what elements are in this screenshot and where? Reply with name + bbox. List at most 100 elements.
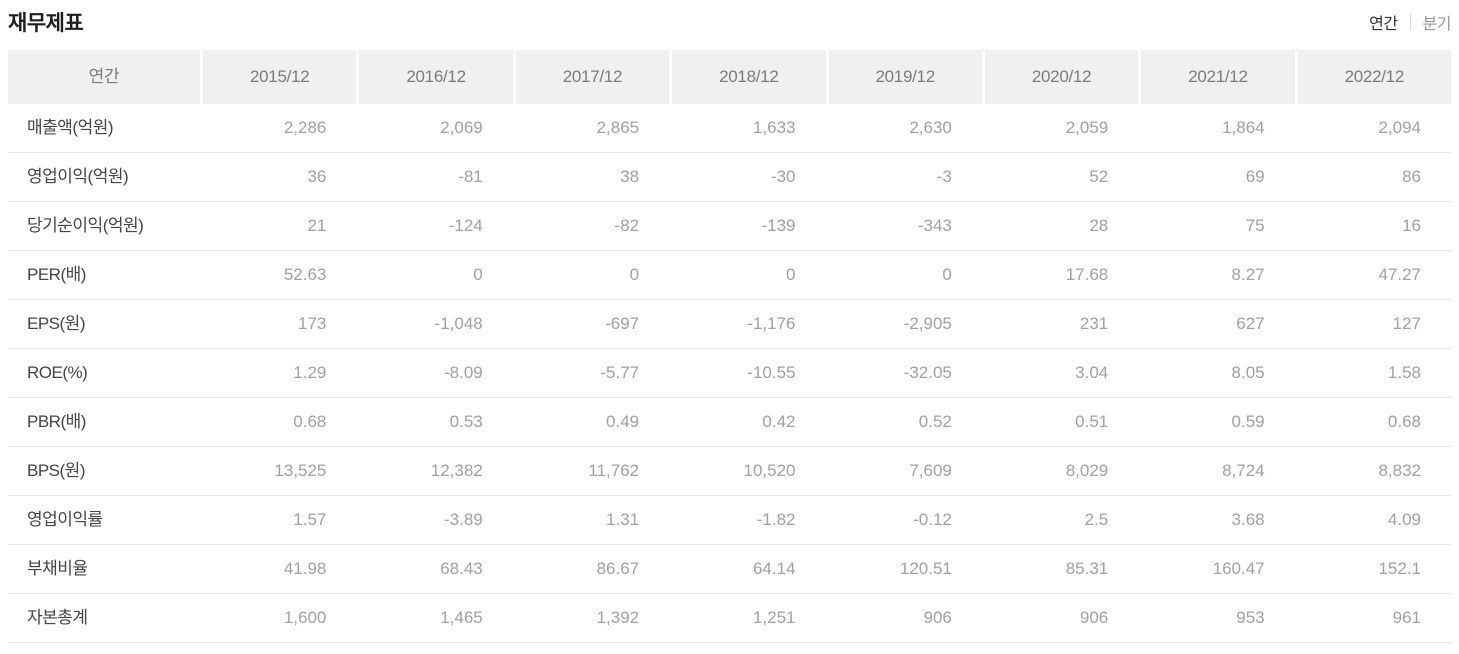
cell-value: 1,251 xyxy=(752,608,796,627)
cell-value: -8.09 xyxy=(444,363,483,382)
cell-value: 8.05 xyxy=(1231,363,1265,382)
header-cell-year: 2015/12 xyxy=(203,50,357,104)
header-cell-year: 2020/12 xyxy=(984,50,1139,104)
cell-value: 64.14 xyxy=(752,559,796,578)
cell-value: 1.57 xyxy=(293,510,327,529)
cell-value: -32.05 xyxy=(903,363,952,382)
cell-value: 127 xyxy=(1392,314,1421,333)
cell-value: 10,520 xyxy=(743,461,796,480)
table-row: ROE(%) 1.29 -8.09 -5.77 -10.55 -32.05 3.04 8.05… xyxy=(8,349,1451,398)
cell-value: 1,392 xyxy=(596,608,640,627)
cell-value: 1,600 xyxy=(283,608,327,627)
table-row: BPS(원) 13,525 12,382 11,762 10,520 7,609 8,029… xyxy=(8,447,1451,496)
cell-value: 120.51 xyxy=(899,559,952,578)
cell-value: -1,048 xyxy=(434,314,483,333)
table-row: 당기순이익(억원) 21 -124 -82 -139 -343 28 75 16 xyxy=(8,202,1451,251)
cell-value: -3 xyxy=(936,167,952,186)
cell-value: 8,832 xyxy=(1378,461,1421,480)
cell-value: 52 xyxy=(1089,167,1109,186)
row-label: ROE(%) xyxy=(27,363,88,382)
cell-value: -0.12 xyxy=(913,510,952,529)
cell-value: 1.29 xyxy=(293,363,327,382)
header-cell-year: 2017/12 xyxy=(515,50,670,104)
cell-value: -1,176 xyxy=(747,314,796,333)
cell-value: -81 xyxy=(458,167,483,186)
cell-value: -2,905 xyxy=(903,314,952,333)
cell-value: 152.1 xyxy=(1378,559,1421,578)
cell-value: 906 xyxy=(1079,608,1109,627)
row-label: PBR(배) xyxy=(27,412,86,431)
cell-value: 1.31 xyxy=(606,510,640,529)
cell-value: -697 xyxy=(605,314,640,333)
financial-table: 연간 2015/12 2016/12 2017/12 2018/12 2019/12 202… xyxy=(8,50,1451,643)
table-body: 매출액(억원) 2,286 2,069 2,865 1,633 2,630 2,059 1,8… xyxy=(8,104,1451,643)
toggle-divider xyxy=(1409,14,1411,30)
header-cell-year: 2019/12 xyxy=(828,50,982,104)
row-label: EPS(원) xyxy=(27,314,85,333)
cell-value: 69 xyxy=(1245,167,1265,186)
table-row: EPS(원) 173 -1,048 -697 -1,176 -2,905 231 627 127 xyxy=(8,300,1451,349)
cell-value: -30 xyxy=(770,167,796,186)
cell-value: 1,633 xyxy=(752,118,796,137)
row-label: 영업이익(억원) xyxy=(27,167,129,186)
cell-value: 2,286 xyxy=(283,118,327,137)
row-label: BPS(원) xyxy=(27,461,85,480)
cell-value: 160.47 xyxy=(1212,559,1265,578)
cell-value: 0 xyxy=(786,265,796,284)
cell-value: 0.59 xyxy=(1231,412,1265,431)
cell-value: 231 xyxy=(1079,314,1109,333)
cell-value: 0 xyxy=(942,265,952,284)
page-title: 재무제표 xyxy=(8,12,84,35)
cell-value: 3.68 xyxy=(1231,510,1265,529)
table-row: PBR(배) 0.68 0.53 0.49 0.42 0.52 0.51 0.59 0.68 xyxy=(8,398,1451,447)
cell-value: 961 xyxy=(1392,608,1421,627)
table-row: 매출액(억원) 2,286 2,069 2,865 1,633 2,630 2,059 1,8… xyxy=(8,104,1451,153)
cell-value: -124 xyxy=(448,216,483,235)
cell-value: 75 xyxy=(1245,216,1265,235)
cell-value: 47.27 xyxy=(1378,265,1421,284)
header-cell-year: 2021/12 xyxy=(1141,50,1295,104)
cell-value: 12,382 xyxy=(430,461,483,480)
cell-value: 8,029 xyxy=(1065,461,1109,480)
cell-value: 2,630 xyxy=(909,118,952,137)
cell-value: 2.5 xyxy=(1084,510,1109,529)
period-toggle: 연간 분기 xyxy=(1369,7,1452,34)
cell-value: 36 xyxy=(307,167,327,186)
cell-value: 1,465 xyxy=(440,608,483,627)
cell-value: 627 xyxy=(1236,314,1265,333)
cell-value: 13,525 xyxy=(274,461,327,480)
cell-value: 0 xyxy=(629,265,640,284)
row-label: 영업이익률 xyxy=(27,510,103,529)
topbar: 재무제표 연간 분기 xyxy=(8,0,1452,50)
cell-value: 21 xyxy=(307,216,327,235)
header-cell-year: 2016/12 xyxy=(359,50,513,104)
cell-value: 86.67 xyxy=(596,559,640,578)
cell-value: 3.04 xyxy=(1075,363,1109,382)
header-cell-year: 2018/12 xyxy=(672,50,826,104)
cell-value: 86 xyxy=(1402,167,1421,186)
cell-value: 953 xyxy=(1236,608,1265,627)
cell-value: 2,094 xyxy=(1378,118,1421,137)
table-header-row: 연간 2015/12 2016/12 2017/12 2018/12 2019/12 202… xyxy=(8,50,1451,104)
table-row: 영업이익(억원) 36 -81 38 -30 -3 52 69 86 xyxy=(8,153,1451,202)
header-cell-year: 2022/12 xyxy=(1297,50,1451,104)
table-row: 부채비율 41.98 68.43 86.67 64.14 120.51 85.31 160.4… xyxy=(8,545,1451,594)
cell-value: 906 xyxy=(923,608,952,627)
cell-value: 4.09 xyxy=(1387,510,1421,529)
table-row: 자본총계 1,600 1,465 1,392 1,251 906 906 953 961 xyxy=(8,594,1451,643)
cell-value: -343 xyxy=(917,216,952,235)
cell-value: 173 xyxy=(298,314,327,333)
cell-value: 38 xyxy=(620,167,640,186)
cell-value: -5.77 xyxy=(600,363,640,382)
table-row: PER(배) 52.63 0 0 0 0 17.68 8.27 47.27 xyxy=(8,251,1451,300)
cell-value: 68.43 xyxy=(440,559,483,578)
toggle-quarterly[interactable]: 분기 xyxy=(1422,16,1452,33)
header-cell-period: 연간 xyxy=(8,50,200,104)
cell-value: 0.68 xyxy=(293,412,327,431)
cell-value: 2,059 xyxy=(1065,118,1109,137)
toggle-annual[interactable]: 연간 xyxy=(1369,16,1398,33)
cell-value: 52.63 xyxy=(283,265,327,284)
row-label: 매출액(억원) xyxy=(27,118,114,137)
cell-value: 0.51 xyxy=(1075,412,1109,431)
cell-value: 8,724 xyxy=(1222,461,1265,480)
